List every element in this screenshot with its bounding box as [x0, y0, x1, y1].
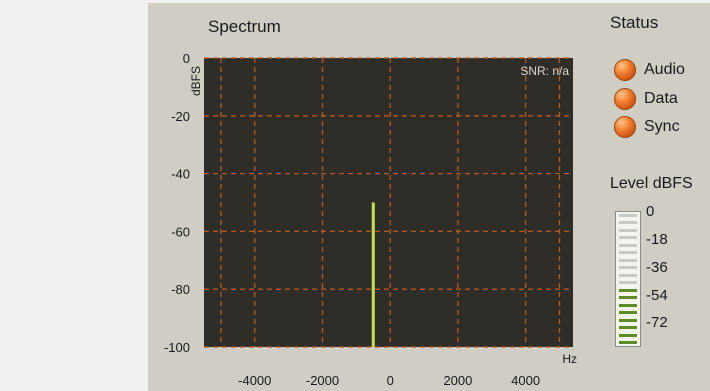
x-tick-label: -4000	[238, 373, 271, 388]
level-meter-segment	[619, 296, 637, 299]
level-title: Level dBFS	[610, 175, 693, 193]
y-tick-label: -20	[171, 109, 190, 124]
plot-area	[204, 58, 573, 347]
audio-led-icon	[614, 59, 636, 81]
level-tick: -72	[646, 314, 668, 331]
level-tick: -18	[646, 231, 668, 248]
level-meter-segment	[619, 326, 637, 329]
level-meter-segment	[619, 311, 637, 314]
level-meter-segment	[619, 244, 637, 247]
level-meter	[615, 211, 641, 347]
status-title: Status	[610, 13, 658, 33]
x-axis-label: Hz	[562, 352, 577, 366]
spectrum-panel: Spectrum 0 -20 -40 -60 -80 -100 -4000 -2000 0 200…	[148, 3, 710, 391]
level-meter-segment	[619, 281, 637, 284]
y-tick-label: -100	[164, 340, 190, 355]
level-tick: 0	[646, 203, 654, 220]
status-indicator-data: Data	[614, 88, 678, 110]
level-meter-segment	[619, 341, 637, 344]
level-meter-segment	[619, 221, 637, 224]
sync-label: Sync	[644, 118, 680, 136]
audio-label: Audio	[644, 61, 685, 79]
y-tick-label: -60	[171, 224, 190, 239]
level-meter-segment	[619, 214, 637, 217]
level-meter-segment	[619, 236, 637, 239]
x-tick-label: 2000	[443, 373, 472, 388]
status-indicator-sync: Sync	[614, 116, 680, 138]
level-meter-segment	[619, 304, 637, 307]
x-tick-label: 4000	[511, 373, 540, 388]
y-axis-label: dBFS	[189, 66, 203, 96]
level-meter-segment	[619, 259, 637, 262]
y-tick-label: -40	[171, 167, 190, 182]
level-meter-segment	[619, 266, 637, 269]
data-label: Data	[644, 90, 678, 108]
level-meter-segment	[619, 289, 637, 292]
level-tick: -36	[646, 259, 668, 276]
level-meter-segment	[619, 274, 637, 277]
y-tick-label: 0	[183, 51, 190, 66]
level-meter-segment	[619, 319, 637, 322]
level-meter-segment	[619, 251, 637, 254]
sync-led-icon	[614, 116, 636, 138]
level-meter-segment	[619, 334, 637, 337]
status-indicator-audio: Audio	[614, 59, 685, 81]
y-tick-label: -80	[171, 282, 190, 297]
level-tick: -54	[646, 287, 668, 304]
snr-label: SNR: n/a	[520, 64, 569, 78]
data-led-icon	[614, 88, 636, 110]
level-meter-segment	[619, 229, 637, 232]
x-tick-label: -2000	[306, 373, 339, 388]
x-tick-label: 0	[387, 373, 394, 388]
